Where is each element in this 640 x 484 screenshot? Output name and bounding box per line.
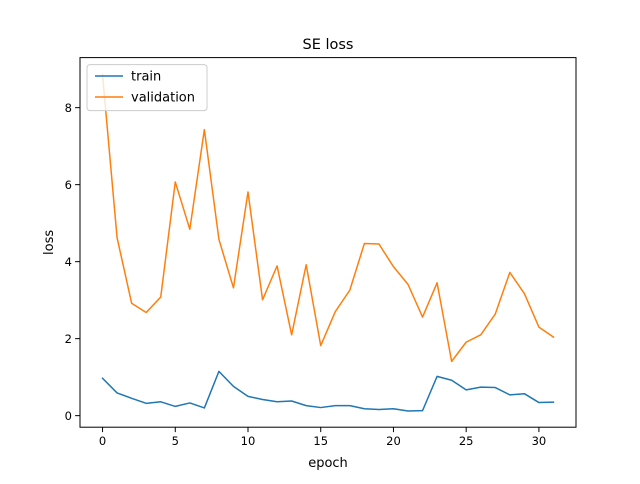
y-axis-label: loss [42, 230, 57, 255]
y-tick-label: 0 [65, 409, 72, 423]
x-tick-label: 0 [99, 434, 106, 448]
x-tick-label: 5 [172, 434, 179, 448]
plot-area-frame [79, 57, 577, 428]
x-tick-label: 15 [313, 434, 328, 448]
x-tick-label: 30 [532, 434, 547, 448]
y-tick-label: 8 [65, 101, 72, 115]
series-line-validation [101, 74, 555, 363]
x-tick-label: 10 [241, 434, 256, 448]
x-tick-label: 20 [386, 434, 401, 448]
legend: train validation [86, 64, 208, 112]
legend-label-train: train [131, 70, 161, 85]
chart-title: SE loss [303, 37, 354, 53]
y-tick-label: 4 [65, 255, 72, 269]
y-tick-label: 6 [65, 178, 72, 192]
legend-label-validation: validation [131, 91, 195, 106]
x-tick-label: 25 [459, 434, 474, 448]
y-axis-ticks: 0 2 4 6 8 [65, 101, 80, 423]
y-tick-label: 2 [65, 332, 72, 346]
x-axis-label: epoch [308, 456, 348, 471]
plot-series [101, 74, 555, 412]
series-line-train [101, 370, 555, 412]
x-axis-ticks: 0 5 10 15 20 25 30 [99, 427, 546, 448]
